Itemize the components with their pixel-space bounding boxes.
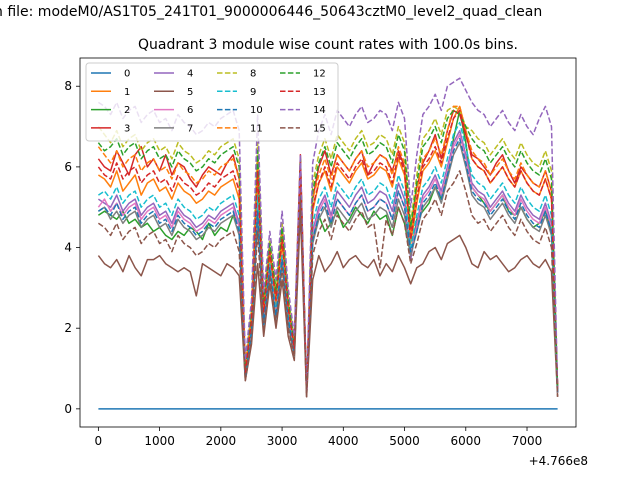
x-tick-label: 7000 [512,434,543,448]
chart-title: Quadrant 3 module wise count rates with … [138,37,518,53]
series-line-9 [97,121,559,394]
legend-label: 2 [124,105,130,116]
x-tick-label: 5000 [389,434,420,448]
x-tick-label: 3000 [267,434,298,448]
legend-label: 3 [124,123,130,134]
y-tick-label: 4 [64,241,72,255]
legend-frame [85,62,339,142]
axes-layer: 0 1000 2000 3000 4000 5000 6000 7000 0 2 4 6 8 [64,57,577,448]
x-tick-label: 1000 [144,434,175,448]
legend-label: 12 [313,69,326,80]
series-line-3 [97,109,559,394]
y-tick-label: 6 [64,160,72,174]
legend-label: 0 [124,69,130,80]
figure-suptitle: n file: modeM0/AS1T05_241T01_9000006446_… [0,4,543,20]
series-line-8 [97,105,559,394]
legend-label: 1 [124,87,130,98]
series-line-10 [97,137,559,394]
legend-label: 8 [250,69,256,80]
x-tick-label: 2000 [206,434,237,448]
series-line-5 [97,210,559,398]
series-layer [97,77,559,410]
y-tick-label: 8 [64,79,72,93]
legend-label: 15 [313,123,326,134]
series-line-13 [97,109,559,394]
legend-label: 5 [187,87,193,98]
series-line-15 [97,170,559,398]
series-line-2 [97,109,559,394]
series-line-11 [97,105,559,394]
legend-label: 7 [187,123,193,134]
x-tick-label: 4000 [328,434,359,448]
legend-label: 9 [250,87,256,98]
y-tick-label: 2 [64,321,72,335]
legend-label: 4 [187,69,193,80]
x-offset-label: +4.766e8 [529,454,588,468]
axes-frame [79,57,577,428]
series-line-7 [97,141,559,394]
y-tick-label: 0 [64,402,72,416]
series-line-4 [97,129,559,394]
x-tick-label: 6000 [451,434,482,448]
series-line-6 [97,133,559,394]
legend-label: 6 [187,105,193,116]
legend-label: 14 [313,105,326,116]
legend-label: 11 [250,123,263,134]
legend-label: 10 [250,105,263,116]
legend-label: 13 [313,87,326,98]
series-line-12 [97,109,559,394]
x-tick-label: 0 [95,434,103,448]
